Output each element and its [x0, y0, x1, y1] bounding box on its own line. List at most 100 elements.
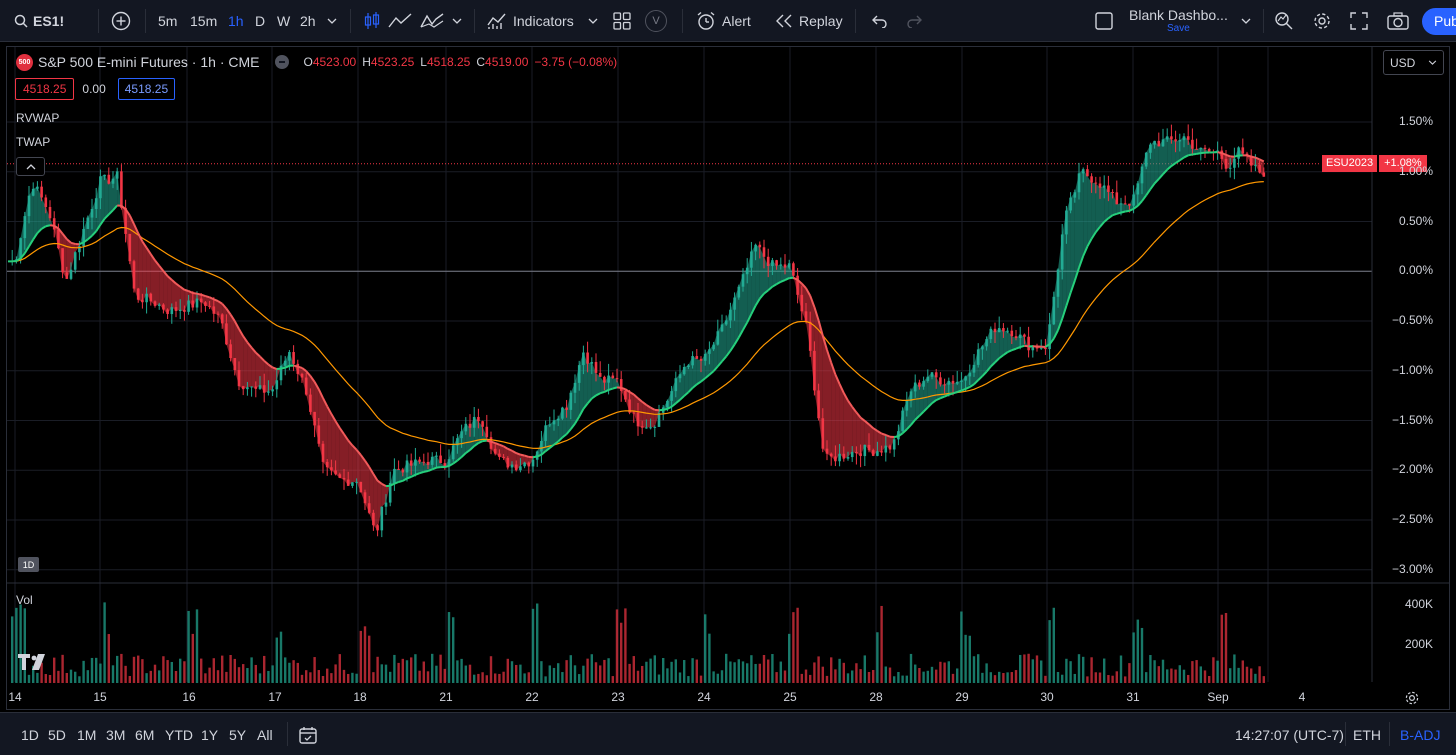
volume-label[interactable]: Vol — [16, 593, 33, 607]
candle-body — [1203, 147, 1207, 149]
rvwap-line — [368, 466, 375, 475]
hide-icon[interactable] — [275, 55, 290, 69]
volume-bar — [225, 671, 228, 683]
currency-selector[interactable]: USD — [1383, 50, 1444, 75]
snapshot-button[interactable] — [1387, 0, 1409, 42]
rvwap-fill — [37, 186, 42, 234]
alert-button[interactable]: Alert — [696, 0, 751, 42]
x-axis-label: 17 — [268, 690, 282, 704]
rvwap-line — [402, 477, 408, 482]
rvwap-line — [79, 241, 84, 246]
fullscreen-button[interactable] — [1350, 0, 1368, 42]
rvwap-fill — [398, 469, 403, 482]
volume-bar — [817, 656, 820, 683]
candle-body — [107, 174, 111, 184]
candle-body — [481, 421, 484, 427]
indicator-rvwap[interactable]: RVWAP — [16, 111, 60, 125]
adjustment-toggle[interactable]: B-ADJ — [1400, 726, 1441, 743]
interval-2h[interactable]: 2h — [300, 13, 316, 29]
volume-bar — [620, 622, 623, 683]
volume-bar — [300, 674, 304, 683]
redo-button[interactable] — [906, 0, 924, 42]
range-ytd[interactable]: YTD — [165, 726, 193, 743]
candle-body — [796, 275, 799, 295]
session-toggle[interactable]: ETH — [1353, 726, 1381, 743]
templates-button[interactable] — [613, 0, 631, 42]
rvwap-fill — [1087, 176, 1092, 247]
range-6m[interactable]: 6M — [135, 726, 155, 743]
indicators-dropdown[interactable] — [588, 0, 598, 42]
rvwap-line — [901, 428, 908, 434]
x-axis-label: 14 — [8, 690, 22, 704]
range-1d[interactable]: 1D — [21, 726, 39, 743]
range-1m[interactable]: 1M — [77, 726, 97, 743]
buy-button[interactable]: 4518.25 — [117, 78, 176, 100]
candle-body — [166, 309, 169, 315]
rvwap-line — [1217, 151, 1222, 154]
publish-button[interactable]: Pub — [1422, 0, 1456, 42]
interval-dropdown[interactable] — [327, 0, 337, 42]
layout-dropdown[interactable] — [1241, 0, 1251, 42]
undo-button[interactable] — [870, 0, 888, 42]
replay-button[interactable]: Replay — [775, 0, 843, 42]
range-3m[interactable]: 3M — [106, 726, 126, 743]
rvwap-line — [1125, 209, 1130, 213]
rvwap-fill — [776, 264, 781, 285]
rvwap-line — [1120, 210, 1126, 214]
interval-w[interactable]: W — [277, 13, 291, 29]
volume-bar — [389, 671, 392, 683]
range-all[interactable]: All — [257, 726, 273, 743]
volume-bar — [1216, 660, 1219, 683]
sell-button[interactable]: 4518.25 — [15, 78, 75, 100]
interval-d[interactable]: D — [255, 13, 266, 29]
layout-checkbox[interactable] — [1095, 0, 1113, 42]
candle-body — [1237, 147, 1240, 159]
interval-1h[interactable]: 1h — [228, 13, 244, 29]
compare-button[interactable] — [111, 0, 131, 42]
area-style-button[interactable] — [420, 0, 444, 42]
range-5y[interactable]: 5Y — [229, 726, 247, 743]
v-button[interactable]: V — [645, 0, 667, 42]
rvwap-line — [691, 383, 698, 389]
volume-bar — [330, 673, 333, 683]
axis-settings-button[interactable] — [1404, 690, 1420, 711]
rvwap-line — [175, 282, 181, 288]
candle-body — [52, 218, 56, 230]
quick-search-button[interactable] — [1274, 0, 1294, 42]
indicators-label: Indicators — [513, 13, 574, 29]
volume-bar — [515, 664, 518, 683]
interval-5m[interactable]: 5m — [158, 13, 178, 29]
rvwap-fill — [255, 352, 260, 389]
rvwap-line — [918, 410, 925, 417]
volume-bar — [523, 673, 526, 683]
interval-15m[interactable]: 15m — [190, 13, 218, 29]
indicators-button[interactable]: Indicators — [487, 0, 574, 42]
volume-bar — [313, 657, 316, 683]
rvwap-line — [637, 397, 643, 403]
goto-date-button[interactable] — [298, 713, 318, 755]
candle-body — [737, 286, 741, 298]
candles-style-button[interactable] — [364, 0, 380, 42]
symbol-title[interactable]: S&P 500 E-mini Futures · 1h · CME — [38, 54, 260, 70]
clock-timezone[interactable]: 14:27:07 (UTC-7) — [1235, 726, 1344, 743]
volume-bar — [170, 661, 173, 683]
chart-style-dropdown[interactable] — [452, 0, 462, 42]
range-1y[interactable]: 1Y — [201, 726, 219, 743]
volume-bar — [527, 672, 530, 683]
indicator-twap[interactable]: TWAP — [16, 135, 51, 149]
collapse-legend-button[interactable] — [16, 157, 45, 176]
line-style-button[interactable] — [388, 0, 412, 42]
settings-button[interactable] — [1312, 0, 1332, 42]
rvwap-fill — [1158, 139, 1163, 179]
rvwap-line — [124, 208, 131, 216]
layout-menu[interactable]: Blank Dashbo... Save — [1129, 0, 1228, 42]
rvwap-line — [436, 466, 441, 469]
symbol-search[interactable]: ES1! — [14, 0, 64, 42]
range-5d[interactable]: 5D — [48, 726, 66, 743]
volume-bar — [834, 669, 837, 683]
candle-body — [132, 261, 136, 289]
volume-bar — [540, 661, 543, 683]
chevron-up-icon — [26, 163, 35, 169]
last-change-label: +1.08% — [1379, 155, 1427, 172]
price-chart[interactable] — [0, 0, 1456, 712]
